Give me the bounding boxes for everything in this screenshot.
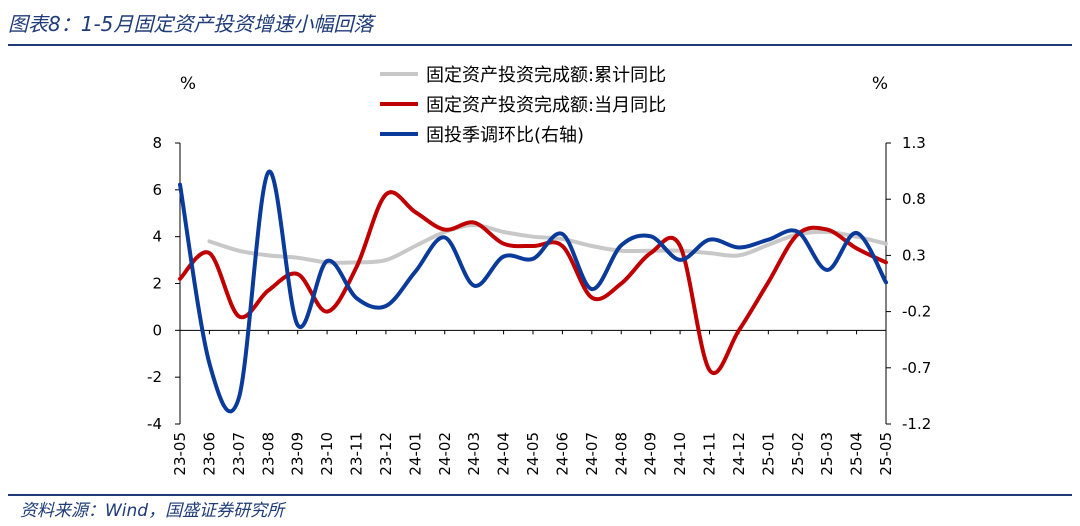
x-tick-label: 23-07 <box>230 432 248 476</box>
x-tick-label: 25-05 <box>877 432 895 476</box>
footer-divider <box>8 494 1072 496</box>
x-tick-label: 23-08 <box>259 432 277 476</box>
x-tick-label: 24-11 <box>701 432 719 476</box>
x-tick-label: 23-10 <box>318 432 336 476</box>
x-tick-label: 25-01 <box>759 432 777 476</box>
x-tick-label: 25-02 <box>789 432 807 476</box>
left-tick-label: 8 <box>152 134 162 152</box>
left-tick-label: 2 <box>152 275 162 293</box>
x-tick-label: 23-06 <box>200 432 218 476</box>
x-tick-label: 23-11 <box>348 432 366 476</box>
x-tick-label: 23-12 <box>377 432 395 476</box>
right-tick-label: 0.3 <box>902 246 926 264</box>
legend-label-1: 固定资产投资完成额:累计同比 <box>426 65 666 86</box>
right-tick-label: 0.8 <box>902 190 926 208</box>
x-tick-label: 24-12 <box>730 432 748 476</box>
x-tick-label: 24-04 <box>495 432 513 476</box>
x-tick-label: 24-05 <box>524 432 542 476</box>
x-tick-label: 24-07 <box>583 432 601 476</box>
series-lines <box>178 169 888 414</box>
right-tick-label: -1.2 <box>902 415 931 433</box>
x-tick-label: 24-03 <box>465 432 483 476</box>
series-line-2 <box>178 190 888 375</box>
left-tick-label: 0 <box>152 321 162 339</box>
series-line-3 <box>178 169 888 414</box>
legend-label-3: 固投季调环比(右轴) <box>426 125 584 146</box>
right-axis-unit: % <box>872 74 888 94</box>
figure-title: 图表8：1-5月固定资产投资增速小幅回落 <box>8 12 374 36</box>
x-tick-label: 24-08 <box>612 432 630 476</box>
right-tick-label: 1.3 <box>902 134 926 152</box>
x-tick-label: 23-05 <box>171 432 189 476</box>
x-tick-label: 23-09 <box>289 432 307 476</box>
left-tick-label: 4 <box>152 228 162 246</box>
left-tick-label: -2 <box>147 368 162 386</box>
x-tick-label: 24-02 <box>436 432 454 476</box>
right-tick-label: -0.7 <box>902 359 931 377</box>
x-tick-label: 24-06 <box>553 432 571 476</box>
left-axis-unit: % <box>180 74 196 94</box>
x-tick-label: 25-04 <box>848 432 866 476</box>
legend-label-2: 固定资产投资完成额:当月同比 <box>426 95 666 116</box>
left-tick-label: -4 <box>147 415 162 433</box>
x-tick-label: 24-09 <box>642 432 660 476</box>
x-tick-label: 25-03 <box>818 432 836 476</box>
x-tick-label: 24-10 <box>671 432 689 476</box>
axes: % % 8 6 4 2 0 -2 -4 1.3 0.8 0.3 -0.2 -0.7 -1.2 23-05 23-… <box>147 74 931 476</box>
x-tick-label: 24-01 <box>406 432 424 476</box>
source-note: 资料来源：Wind，国盛证券研究所 <box>20 501 285 521</box>
right-tick-label: -0.2 <box>902 303 931 321</box>
title-divider <box>8 44 1072 46</box>
left-tick-label: 6 <box>152 181 162 199</box>
